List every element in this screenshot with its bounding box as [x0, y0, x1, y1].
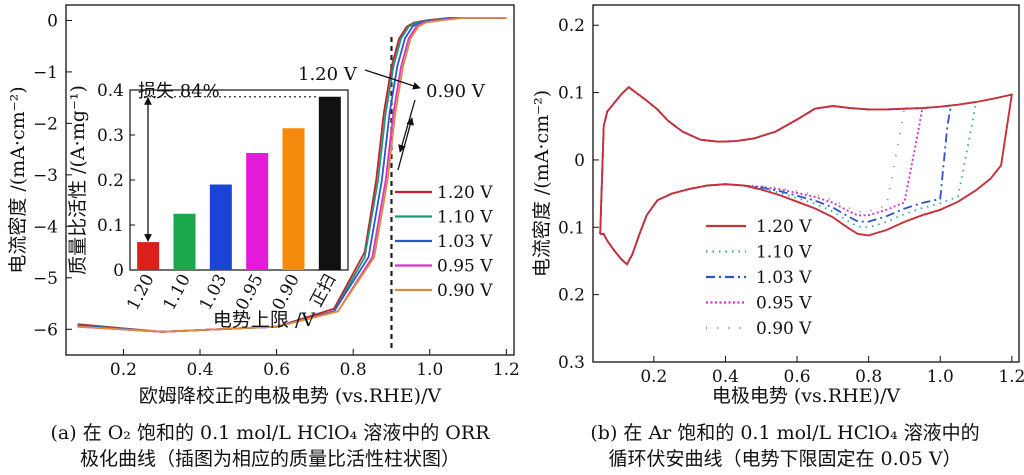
- inset-category-label-1: 1.10: [159, 271, 194, 314]
- panel-a: 0.2 0.4 0.6 0.8 1.0 1.20−1−2−3−4−5−6欧姆降校正的电极电…: [7, 4, 520, 407]
- plot-a-ytick-label: −4: [33, 217, 58, 237]
- plot-a-frame: [65, 4, 515, 356]
- plot-b-series-1: [599, 86, 978, 266]
- plot-b-xtick-label: 0.2: [640, 367, 667, 387]
- inset-bar-2: [209, 184, 232, 270]
- caption-b: (b) 在 Ar 饱和的 0.1 mol/L HClO₄ 溶液中的 循环伏安曲线…: [560, 420, 1010, 472]
- inset-ytick-label: 0.2: [97, 171, 124, 191]
- plot-a-xtick-label: 1.2: [493, 360, 520, 380]
- inset-ytick-label: 0.1: [97, 216, 124, 236]
- plot-a-ytick-label: −6: [33, 320, 58, 340]
- plot-b-series-0: [599, 85, 1013, 266]
- plot-b-legend-label-4: 0.90 V: [756, 319, 812, 339]
- caption-b-line1: (b) 在 Ar 饱和的 0.1 mol/L HClO₄ 溶液中的: [590, 422, 980, 444]
- inset-xlabel: 电势上限 /V: [213, 309, 315, 331]
- plot-a-legend-label-1: 1.10 V: [437, 208, 493, 228]
- inset-bar-0: [137, 242, 160, 270]
- plot-a-ytick-label: −2: [33, 114, 58, 134]
- plot-b-ytick-label: 0.2: [558, 16, 585, 36]
- plot-b-xlabel: 电极电势 (vs.RHE)/V: [712, 385, 901, 407]
- plot-b-frame: [592, 4, 1020, 363]
- plot-b-xtick-label: 1.2: [998, 367, 1024, 387]
- inset-ytick-label: 0.3: [97, 126, 124, 146]
- inset-category-label-5: 正扫: [307, 271, 341, 310]
- inset-ylabel: 质量比活性 /(A·mg⁻¹): [67, 85, 89, 275]
- plot-a-xtick-label: 0.4: [186, 360, 213, 380]
- panel-b: 0.2 0.4 0.6 0.8 1.0 1.2 0.2 0.1 0 0.1 0.2 0.3 电极电势 (…: [531, 4, 1024, 407]
- plot-b-ylabel: 电流密度 /(mA·cm⁻²): [531, 90, 553, 277]
- caption-a-line2: 极化曲线（插图为相应的质量比活性柱状图）: [79, 448, 460, 470]
- plot-a-arrow-backward: [397, 117, 414, 171]
- plot-b-ytick-label: 0.1: [558, 84, 585, 104]
- plot-b-xtick-label: 0.6: [784, 367, 811, 387]
- inset-ytick-label: 0.4: [97, 81, 124, 101]
- plot-a-annotation-high: 1.20 V: [298, 64, 358, 85]
- plot-b-ytick-label: 0.1: [558, 218, 585, 238]
- inset-bar-1: [173, 213, 196, 270]
- caption-b-line2: 循环伏安曲线（电势下限固定在 0.05 V）: [608, 448, 962, 470]
- plot-a-arrow-forward: [398, 99, 416, 153]
- inset-category-label-2: 1.03: [196, 271, 231, 314]
- inset-category-label-0: 1.20: [123, 271, 158, 314]
- plot-a-legend-label-4: 0.90 V: [437, 281, 493, 301]
- plot-b-series-2: [599, 86, 953, 266]
- plot-b-series-3: [599, 86, 924, 266]
- plot-b-legend-label-2: 1.03 V: [756, 268, 812, 288]
- plot-a-xtick-label: 0.6: [263, 360, 290, 380]
- plot-a-legend-label-2: 1.03 V: [437, 232, 493, 252]
- plot-a-ytick-label: 0: [47, 11, 58, 31]
- plot-a-annotation-low: 0.90 V: [426, 81, 486, 102]
- plot-a-ytick-label: −5: [33, 269, 58, 289]
- plot-b-series-4: [599, 86, 906, 266]
- plot-a-xlabel: 欧姆降校正的电极电势 (vs.RHE)/V: [139, 385, 442, 407]
- plot-b-ytick-label: 0: [574, 151, 585, 171]
- plot-a-series-4: [77, 17, 507, 333]
- plot-a-xtick-label: 0.8: [340, 360, 367, 380]
- inset-ytick-label: 0: [113, 261, 124, 281]
- inset-frame: [129, 89, 349, 271]
- inset-category-label-3: 0.95: [232, 271, 267, 314]
- plot-b-xtick-label: 0.8: [855, 367, 882, 387]
- plot-a-ytick-label: −1: [33, 63, 58, 83]
- plot-a-legend-label-3: 0.95 V: [437, 257, 493, 277]
- plot-b-xtick-label: 1.0: [927, 367, 954, 387]
- plot-a-xtick-label: 0.2: [110, 360, 137, 380]
- plot-b-ytick-label: 0.3: [558, 353, 585, 373]
- plot-a-arrow-pointer: [364, 69, 421, 90]
- plot-b-xtick-label: 0.4: [712, 367, 739, 387]
- plot-b-legend-label-1: 1.10 V: [756, 243, 812, 263]
- plot-a-ylabel: 电流密度 /(mA·cm⁻²): [7, 86, 29, 273]
- plot-a-xtick-label: 1.0: [416, 360, 443, 380]
- inset-bar-3: [246, 153, 269, 270]
- plot-b-ytick-label: 0.2: [558, 286, 585, 306]
- inset-bar-4: [282, 128, 305, 270]
- plot-b-legend-label-3: 0.95 V: [756, 294, 812, 314]
- plot-a-ytick-label: −3: [33, 166, 58, 186]
- inset-loss-label: 损失 84%: [138, 81, 220, 102]
- plot-b-legend-label-0: 1.20 V: [756, 217, 812, 237]
- inset-bar-5: [318, 96, 341, 270]
- inset-category-label-4: 0.90: [268, 271, 303, 314]
- caption-a-line1: (a) 在 O₂ 饱和的 0.1 mol/L HClO₄ 溶液中的 ORR: [50, 422, 490, 444]
- caption-a: (a) 在 O₂ 饱和的 0.1 mol/L HClO₄ 溶液中的 ORR 极化…: [20, 420, 520, 472]
- plot-a-legend-label-0: 1.20 V: [437, 183, 493, 203]
